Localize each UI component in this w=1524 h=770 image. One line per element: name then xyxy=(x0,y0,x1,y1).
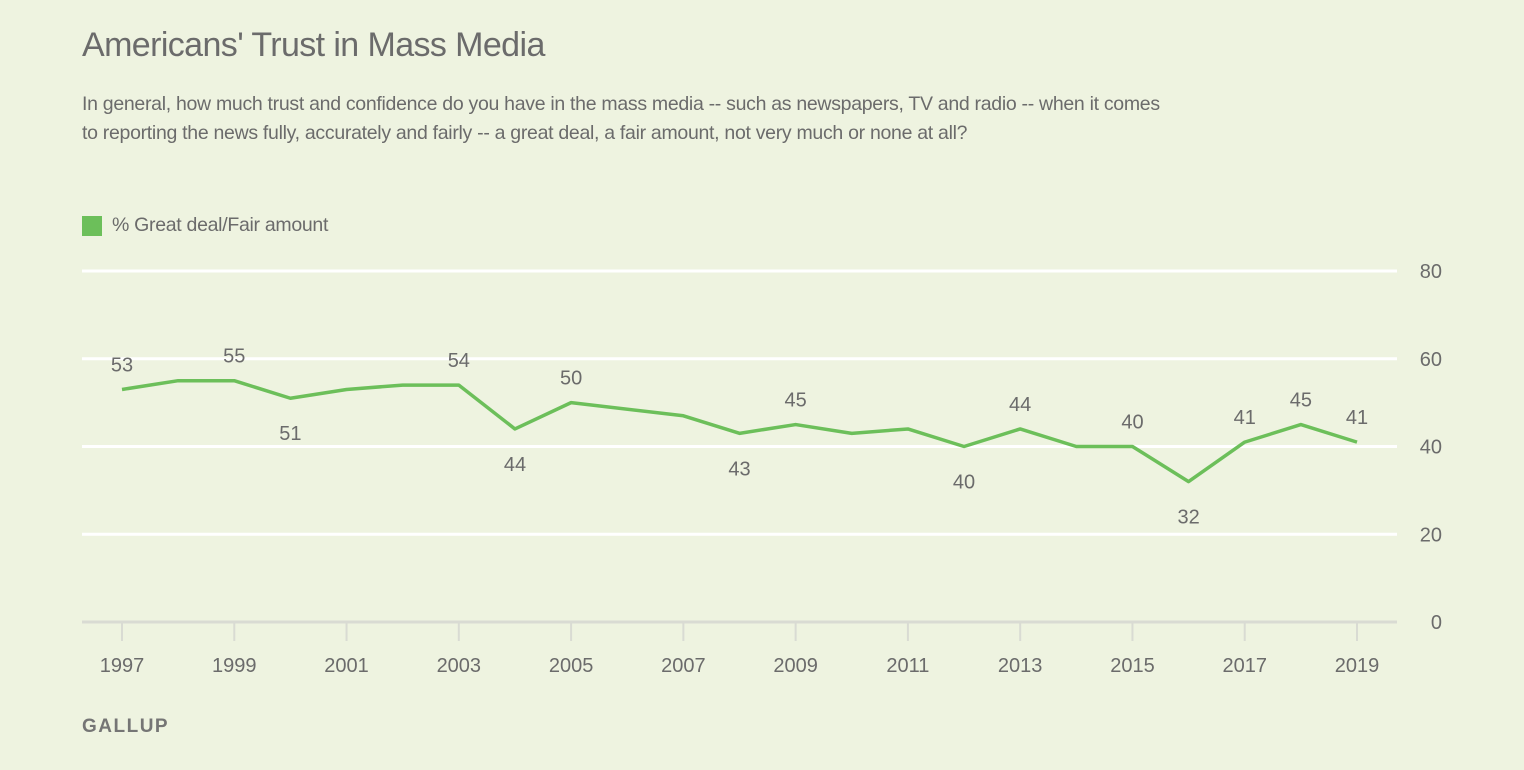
x-tick-label: 2015 xyxy=(1110,655,1155,677)
x-tick-label: 2019 xyxy=(1335,655,1380,677)
legend-label: % Great deal/Fair amount xyxy=(112,214,329,236)
x-tick-label: 2001 xyxy=(324,655,369,677)
legend-swatch xyxy=(82,215,102,236)
legend: % Great deal/Fair amount xyxy=(82,214,328,237)
x-tick-label: 2007 xyxy=(661,655,706,677)
data-label: 44 xyxy=(504,454,526,476)
y-tick-label: 60 xyxy=(1420,349,1442,371)
data-label: 40 xyxy=(953,472,975,494)
chart-subtitle: In general, how much trust and confidenc… xyxy=(82,93,1160,144)
source-logo: GALLUP xyxy=(82,716,170,737)
y-tick-label: 80 xyxy=(1420,261,1442,283)
data-label: 51 xyxy=(279,423,301,445)
data-label: 43 xyxy=(728,458,750,480)
x-axis: 1997 1999 2001 2003 2005 2007 2009 2011 2013 2015… xyxy=(82,620,1397,677)
data-label: 45 xyxy=(1290,390,1312,412)
y-tick-label: 0 xyxy=(1431,612,1442,634)
data-label: 41 xyxy=(1346,407,1368,429)
x-tick-label: 2013 xyxy=(998,655,1043,677)
x-tick-label: 2009 xyxy=(773,655,818,677)
gridlines: 0 20 40 60 80 xyxy=(82,261,1442,634)
series-layer xyxy=(121,378,1358,484)
x-tick-label: 1999 xyxy=(212,655,257,677)
data-labels: 53 55 51 54 44 50 43 45 40 44 40 32 41 45 41 xyxy=(111,346,1368,529)
data-label: 44 xyxy=(1009,394,1031,416)
chart-title: Americans' Trust in Mass Media xyxy=(82,26,545,64)
data-label: 45 xyxy=(785,390,807,412)
data-label: 53 xyxy=(111,354,133,376)
data-label: 40 xyxy=(1121,412,1143,434)
x-tick-label: 1997 xyxy=(100,655,145,677)
series-line xyxy=(121,378,1358,484)
data-label: 55 xyxy=(223,346,245,368)
x-tick-label: 2003 xyxy=(437,655,482,677)
x-tick-label: 2011 xyxy=(886,655,929,677)
data-label: 41 xyxy=(1234,407,1256,429)
data-label: 50 xyxy=(560,368,582,390)
x-tick-label: 2017 xyxy=(1222,655,1267,677)
x-tick-label: 2005 xyxy=(549,655,594,677)
data-label: 32 xyxy=(1177,507,1199,529)
y-tick-label: 40 xyxy=(1420,437,1442,459)
y-tick-label: 20 xyxy=(1420,524,1442,546)
data-label: 54 xyxy=(448,350,470,372)
